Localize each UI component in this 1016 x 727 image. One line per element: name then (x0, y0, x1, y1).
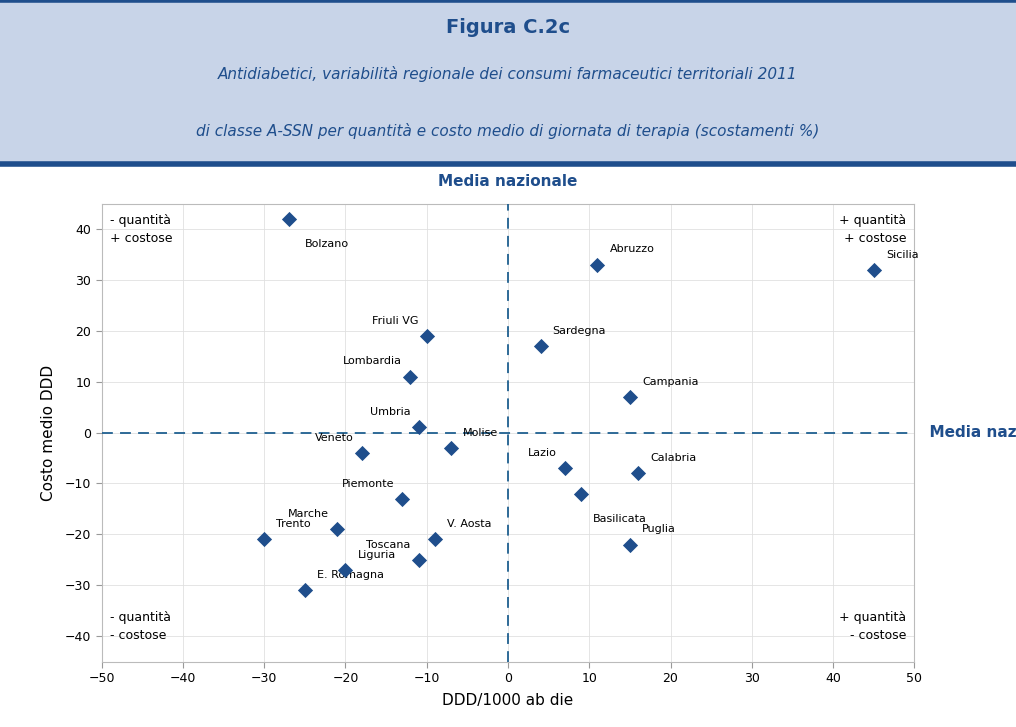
Text: Liguria: Liguria (358, 550, 396, 560)
Text: di classe A-SSN per quantità e costo medio di giornata di terapia (scostamenti %: di classe A-SSN per quantità e costo med… (196, 123, 820, 139)
Point (402, 371, 419, 382)
Text: Lazio: Lazio (528, 448, 557, 458)
Text: Sicilia: Sicilia (886, 249, 918, 260)
Point (394, 493, 410, 505)
Text: Toscana: Toscana (366, 539, 410, 550)
Point (297, 585, 313, 596)
Text: Puglia: Puglia (642, 524, 676, 534)
Point (557, 462, 573, 474)
Text: Basilicata: Basilicata (593, 514, 647, 524)
Y-axis label: Costo medio DDD: Costo medio DDD (42, 364, 57, 501)
Point (419, 330, 435, 342)
Point (427, 534, 443, 545)
Text: V. Aosta: V. Aosta (447, 519, 492, 529)
Point (354, 447, 370, 459)
Point (256, 534, 272, 545)
Point (443, 442, 459, 454)
Text: - quantità
+ costose: - quantità + costose (110, 214, 173, 245)
Point (532, 340, 549, 352)
Text: Lombardia: Lombardia (343, 356, 402, 366)
Point (329, 523, 345, 535)
Text: Bolzano: Bolzano (305, 239, 348, 249)
Point (622, 391, 638, 403)
Text: + quantità
+ costose: + quantità + costose (839, 214, 906, 245)
Text: Friuli VG: Friuli VG (372, 316, 419, 326)
Point (622, 539, 638, 550)
Text: Calabria: Calabria (650, 453, 697, 463)
Text: Campania: Campania (642, 377, 699, 387)
Text: Antidiabetici, variabilità regionale dei consumi farmaceutici territoriali 2011: Antidiabetici, variabilità regionale dei… (218, 65, 798, 81)
Point (410, 554, 427, 566)
Text: Media nazionale: Media nazionale (919, 425, 1016, 440)
Text: Umbria: Umbria (370, 407, 410, 417)
Text: Veneto: Veneto (315, 433, 354, 443)
Point (866, 264, 882, 276)
Point (410, 422, 427, 433)
X-axis label: DDD/1000 ab die: DDD/1000 ab die (442, 694, 574, 708)
Point (573, 488, 589, 499)
Text: Marche: Marche (289, 509, 329, 519)
Text: Media nazionale: Media nazionale (438, 174, 578, 189)
Text: Trento: Trento (276, 519, 311, 529)
Text: Figura C.2c: Figura C.2c (446, 18, 570, 37)
Text: Abruzzo: Abruzzo (610, 244, 654, 254)
Point (280, 213, 297, 225)
Text: - quantità
- costose: - quantità - costose (110, 611, 171, 642)
Point (589, 259, 606, 270)
Text: Piemonte: Piemonte (341, 478, 394, 489)
Point (630, 467, 646, 479)
Text: + quantità
- costose: + quantità - costose (839, 611, 906, 642)
Text: Molise: Molise (463, 427, 499, 438)
Text: E. Romagna: E. Romagna (317, 570, 384, 580)
Text: Sardegna: Sardegna (553, 326, 607, 336)
Point (337, 564, 354, 576)
